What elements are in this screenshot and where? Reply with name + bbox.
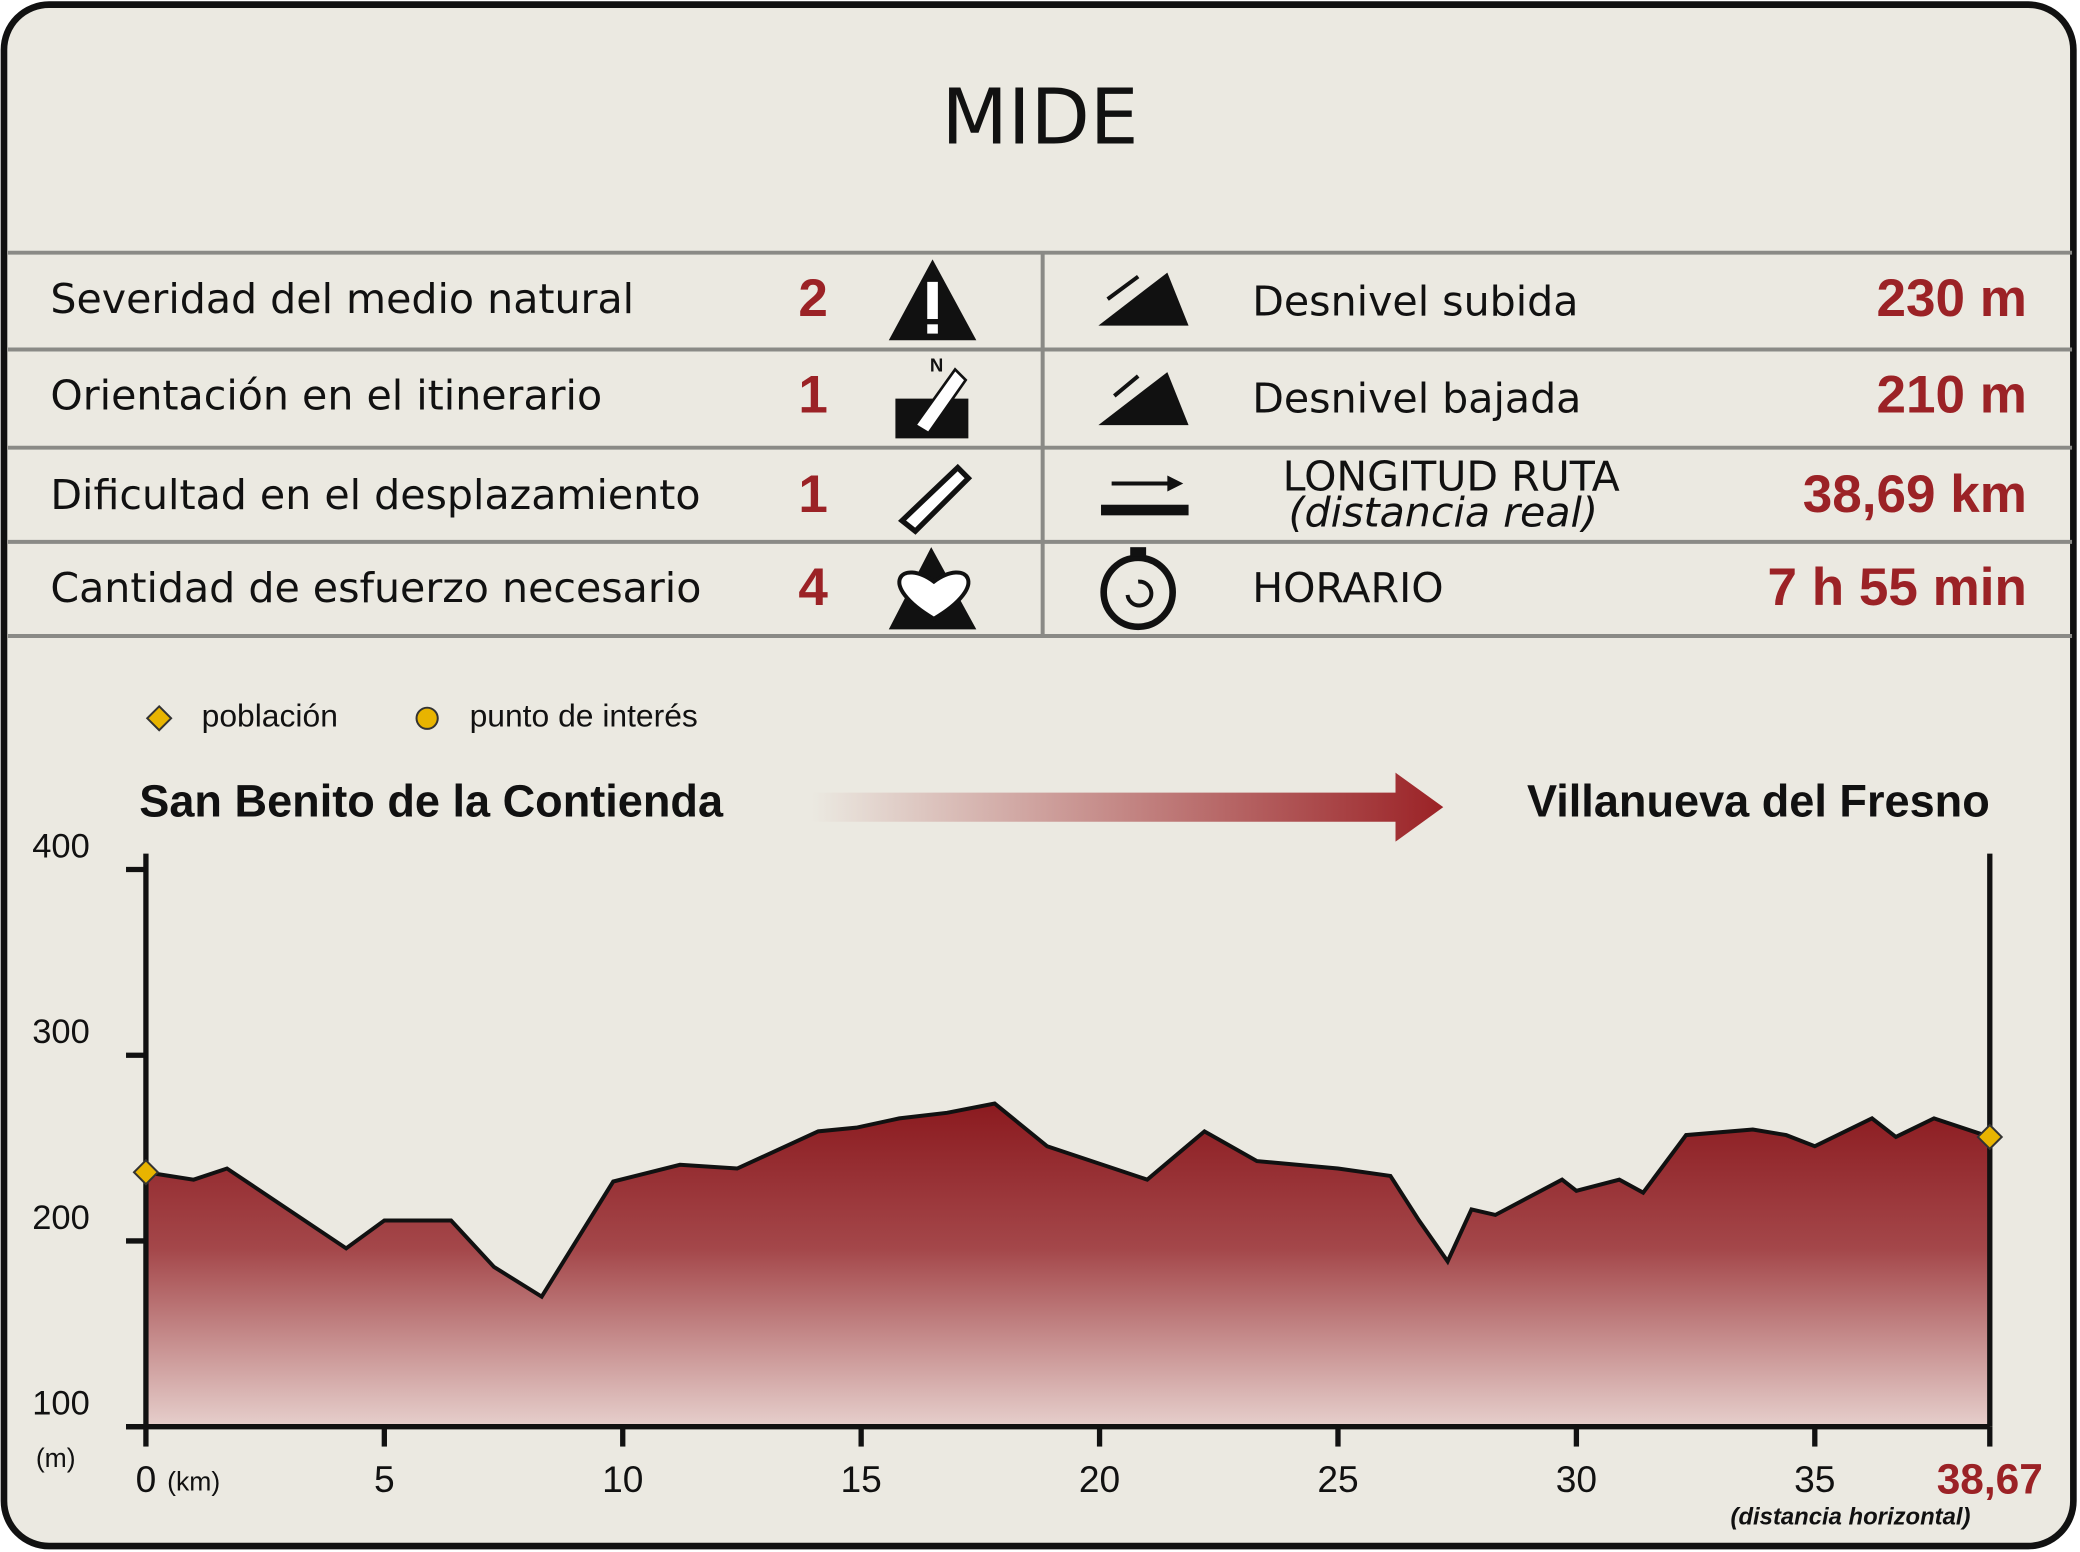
row-value: 1 [798, 366, 828, 425]
row-label: Dificultad en el desplazamiento [50, 471, 700, 519]
row-right-note: (distancia real) [1289, 488, 1598, 536]
plot: población punto de interés 100 200 300 400 0 5 1… [32, 698, 2043, 1503]
x-tick-label: 0 [136, 1458, 157, 1500]
x-tick-label: 15 [841, 1458, 882, 1500]
row-label: Orientación en el itinerario [50, 372, 602, 420]
table-grid [7, 250, 2073, 639]
x-tick-label: 35 [1794, 1458, 1835, 1500]
row-label: Cantidad de esfuerzo necesario [50, 564, 701, 612]
legend-label: punto de interés [470, 698, 698, 734]
legend-marker [145, 704, 173, 732]
x-tick-label: 10 [602, 1458, 643, 1500]
x-tick-label: 30 [1556, 1458, 1597, 1500]
row-right-value: 210 m [1877, 366, 2027, 425]
elevation-line [145, 1101, 1991, 1300]
row-right-label: Desnivel bajada [1252, 374, 1581, 422]
end-label: Villanueva del Fresno [1527, 775, 1990, 826]
svg-text:N: N [930, 355, 943, 376]
elevation-area [145, 1103, 1990, 1427]
row-value: 1 [798, 465, 828, 524]
x-unit: (km) [167, 1467, 220, 1497]
x-tick-label: 38,67 [1937, 1456, 2043, 1503]
row-right-value: 230 m [1877, 269, 2027, 328]
row-right-value: 7 h 55 min [1768, 558, 2027, 617]
row-right-label: HORARIO [1252, 564, 1443, 612]
x-tick-label: 20 [1079, 1458, 1120, 1500]
legend-marker [415, 706, 439, 730]
title: MIDE [942, 74, 1139, 163]
legend-label: población [202, 698, 338, 734]
start-label: San Benito de la Contienda [139, 775, 724, 826]
y-tick-label: 200 [32, 1199, 90, 1237]
x-tick-label: 25 [1317, 1458, 1358, 1500]
town-marker [132, 1158, 160, 1186]
row-value: 4 [798, 558, 828, 617]
direction-arrow [811, 772, 1444, 842]
y-tick-label: 300 [32, 1013, 90, 1051]
row-right-label: LONGITUD RUTA [1283, 453, 1620, 501]
icons: N [888, 259, 1189, 631]
row-right-value: 38,69 km [1803, 465, 2027, 524]
row-right-label: Desnivel subida [1252, 277, 1578, 325]
y-unit: (m) [36, 1443, 76, 1473]
town-marker [1976, 1123, 2004, 1151]
x-note: (distancia horizontal) [1731, 1504, 1971, 1531]
row-label: Severidad del medio natural [50, 275, 634, 323]
y-tick-label: 100 [32, 1385, 90, 1423]
x-tick-label: 5 [374, 1458, 395, 1500]
y-tick-label: 400 [32, 827, 90, 865]
row-value: 2 [798, 269, 828, 328]
